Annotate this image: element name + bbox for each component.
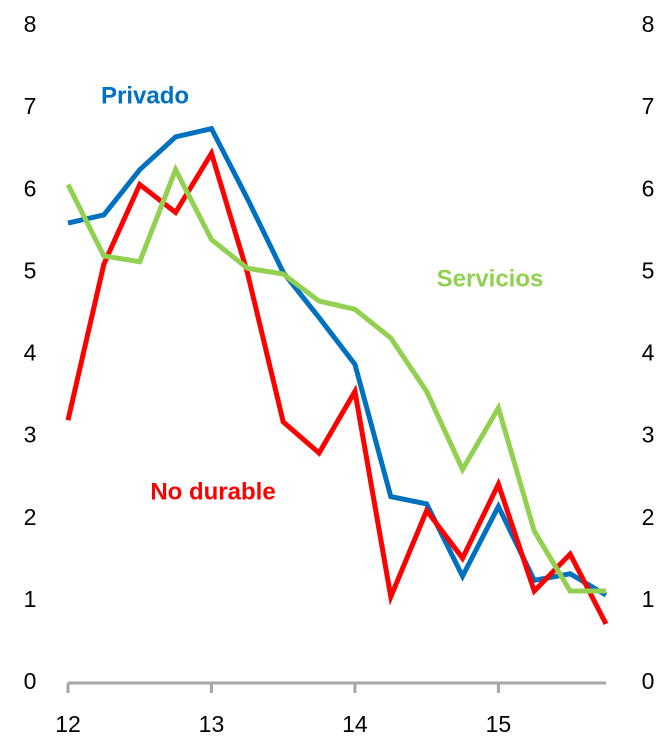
series-line: [67, 125, 608, 598]
y-tick-label: 0: [24, 668, 37, 694]
y2-tick-label: 6: [642, 175, 655, 201]
y2-tick-label: 5: [642, 257, 655, 283]
y-tick-label: 2: [24, 504, 37, 530]
x-tick-label: 13: [199, 711, 225, 737]
y-tick-label: 1: [24, 586, 37, 612]
y2-tick-label: 2: [642, 504, 655, 530]
y2-tick-label: 7: [642, 93, 655, 119]
y2-tick-label: 1: [642, 586, 655, 612]
y2-tick-label: 0: [642, 668, 655, 694]
series-line: [65, 147, 609, 626]
y-tick-label: 3: [24, 422, 37, 448]
y-tick-label: 6: [24, 175, 37, 201]
series-label: Privado: [101, 82, 189, 109]
y-tick-label: 4: [24, 340, 37, 366]
x-tick-label: 14: [342, 711, 368, 737]
y-tick-label: 8: [24, 11, 37, 37]
series-line: [65, 163, 606, 594]
y2-tick-label: 3: [642, 422, 655, 448]
y2-tick-label: 4: [642, 340, 655, 366]
y-tick-label: 5: [24, 257, 37, 283]
series-label: Servicios: [437, 265, 544, 292]
x-tick-label: 12: [55, 711, 81, 737]
y-tick-label: 7: [24, 93, 37, 119]
y2-tick-label: 8: [642, 11, 655, 37]
series-label: No durable: [150, 478, 275, 505]
x-tick-label: 15: [486, 711, 512, 737]
